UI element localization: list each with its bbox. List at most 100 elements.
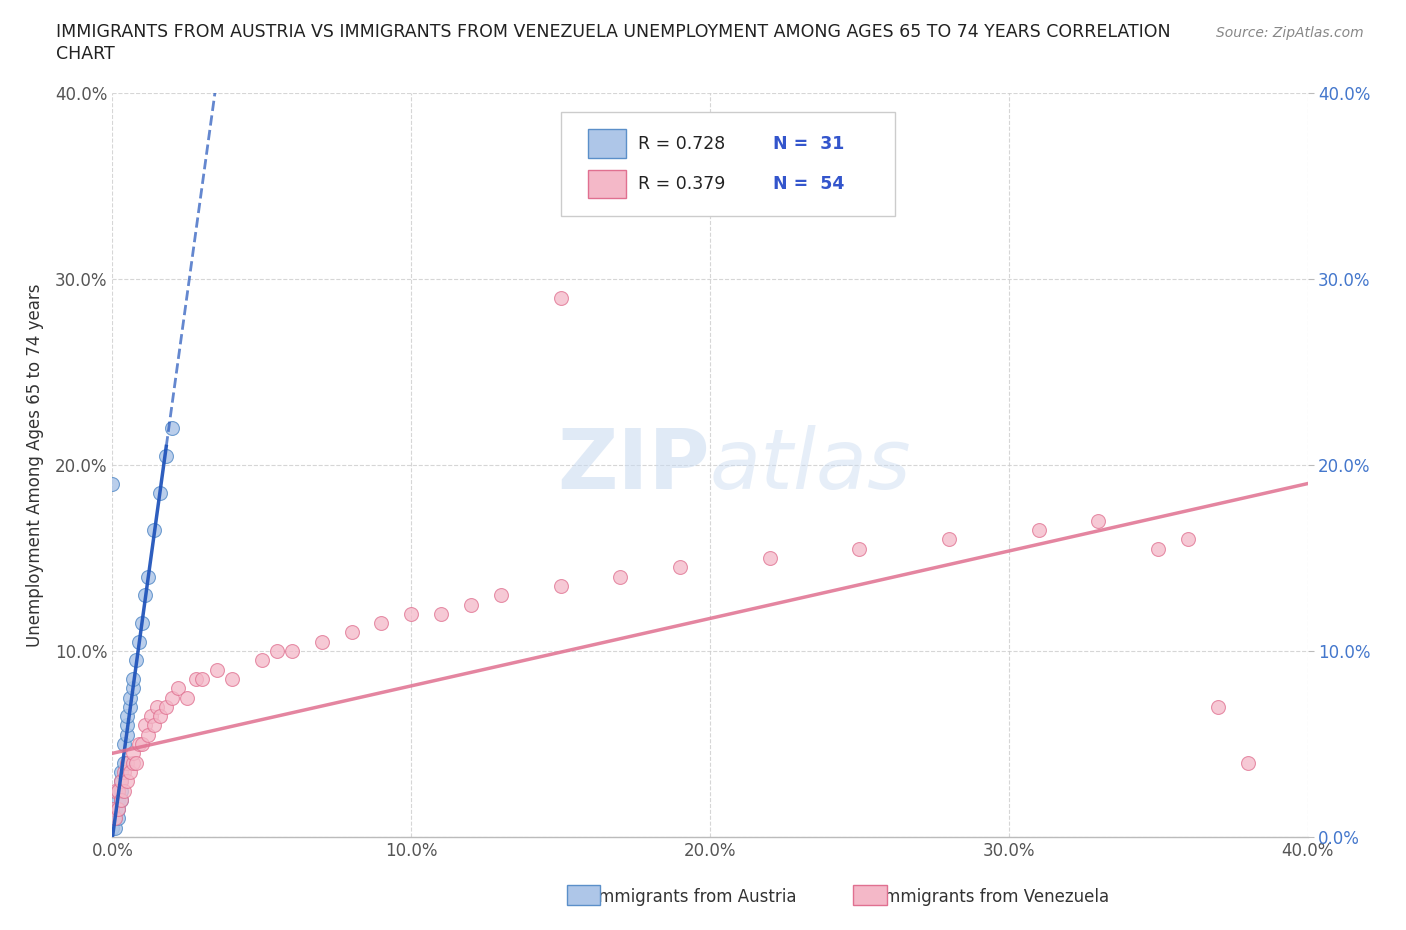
Text: atlas: atlas: [710, 424, 911, 506]
Point: [101, 820, 124, 835]
Point: [107, 792, 129, 807]
Point: [134, 588, 156, 603]
Point: [146, 699, 169, 714]
Point: [162, 690, 183, 705]
Point: [1087, 513, 1109, 528]
Point: [107, 811, 129, 826]
Point: [104, 783, 127, 798]
Point: [266, 644, 288, 658]
Point: [311, 634, 333, 649]
Point: [205, 662, 228, 677]
FancyBboxPatch shape: [588, 129, 627, 158]
Point: [430, 606, 453, 621]
Point: [104, 811, 127, 826]
Point: [186, 671, 208, 686]
Point: [938, 532, 960, 547]
Point: [125, 653, 148, 668]
Point: [122, 755, 145, 770]
Point: [460, 597, 482, 612]
Point: [143, 523, 166, 538]
Point: [550, 290, 572, 305]
Point: [489, 588, 512, 603]
FancyBboxPatch shape: [561, 112, 896, 216]
Point: [122, 681, 145, 696]
Point: [155, 448, 177, 463]
Point: [669, 560, 692, 575]
Text: N =  54: N = 54: [773, 175, 845, 193]
Point: [125, 755, 148, 770]
Point: [110, 774, 132, 789]
Point: [110, 792, 132, 807]
Point: [401, 606, 423, 621]
Point: [609, 569, 631, 584]
Point: [1177, 532, 1199, 547]
FancyBboxPatch shape: [567, 884, 600, 906]
Point: [250, 653, 273, 668]
Point: [1206, 699, 1229, 714]
Point: [117, 718, 139, 733]
Point: [167, 681, 190, 696]
Point: [128, 737, 150, 751]
Point: [117, 727, 139, 742]
Point: [1237, 755, 1260, 770]
Point: [107, 802, 129, 817]
Point: [155, 699, 177, 714]
Point: [848, 541, 870, 556]
Point: [120, 690, 142, 705]
Point: [110, 792, 132, 807]
Text: IMMIGRANTS FROM AUSTRIA VS IMMIGRANTS FROM VENEZUELA UNEMPLOYMENT AMONG AGES 65 : IMMIGRANTS FROM AUSTRIA VS IMMIGRANTS FR…: [56, 23, 1171, 41]
Point: [122, 671, 145, 686]
FancyBboxPatch shape: [588, 169, 627, 198]
Point: [131, 616, 153, 631]
Point: [1147, 541, 1170, 556]
Point: [110, 774, 132, 789]
Point: [110, 783, 132, 798]
Point: [101, 476, 124, 491]
Point: [104, 820, 127, 835]
FancyBboxPatch shape: [853, 884, 887, 906]
Point: [131, 737, 153, 751]
Point: [107, 783, 129, 798]
Point: [120, 764, 142, 779]
Point: [104, 811, 127, 826]
Point: [162, 420, 183, 435]
Point: [176, 690, 198, 705]
Text: R = 0.728: R = 0.728: [638, 135, 725, 153]
Point: [117, 755, 139, 770]
Point: [221, 671, 243, 686]
Point: [138, 569, 160, 584]
Point: [340, 625, 363, 640]
Point: [191, 671, 214, 686]
Point: [122, 746, 145, 761]
Text: N =  31: N = 31: [773, 135, 845, 153]
Point: [759, 551, 782, 565]
Point: [1028, 523, 1050, 538]
Point: [107, 783, 129, 798]
Point: [149, 485, 172, 500]
Point: [114, 737, 135, 751]
Text: Source: ZipAtlas.com: Source: ZipAtlas.com: [1216, 26, 1364, 40]
Point: [114, 755, 135, 770]
Text: CHART: CHART: [56, 45, 115, 62]
Point: [107, 802, 129, 817]
Text: Immigrants from Austria: Immigrants from Austria: [567, 887, 796, 906]
Y-axis label: Unemployment Among Ages 65 to 74 years: Unemployment Among Ages 65 to 74 years: [25, 284, 44, 646]
Point: [138, 727, 160, 742]
Point: [550, 578, 572, 593]
Point: [141, 709, 163, 724]
Point: [114, 783, 135, 798]
Point: [114, 764, 135, 779]
Point: [281, 644, 304, 658]
Point: [370, 616, 392, 631]
Text: Immigrants from Venezuela: Immigrants from Venezuela: [853, 887, 1109, 906]
Point: [104, 802, 127, 817]
Text: R = 0.379: R = 0.379: [638, 175, 725, 193]
Point: [117, 709, 139, 724]
Point: [120, 699, 142, 714]
Text: ZIP: ZIP: [558, 424, 710, 506]
Point: [101, 802, 124, 817]
Point: [110, 764, 132, 779]
Point: [149, 709, 172, 724]
Point: [128, 634, 150, 649]
Point: [143, 718, 166, 733]
